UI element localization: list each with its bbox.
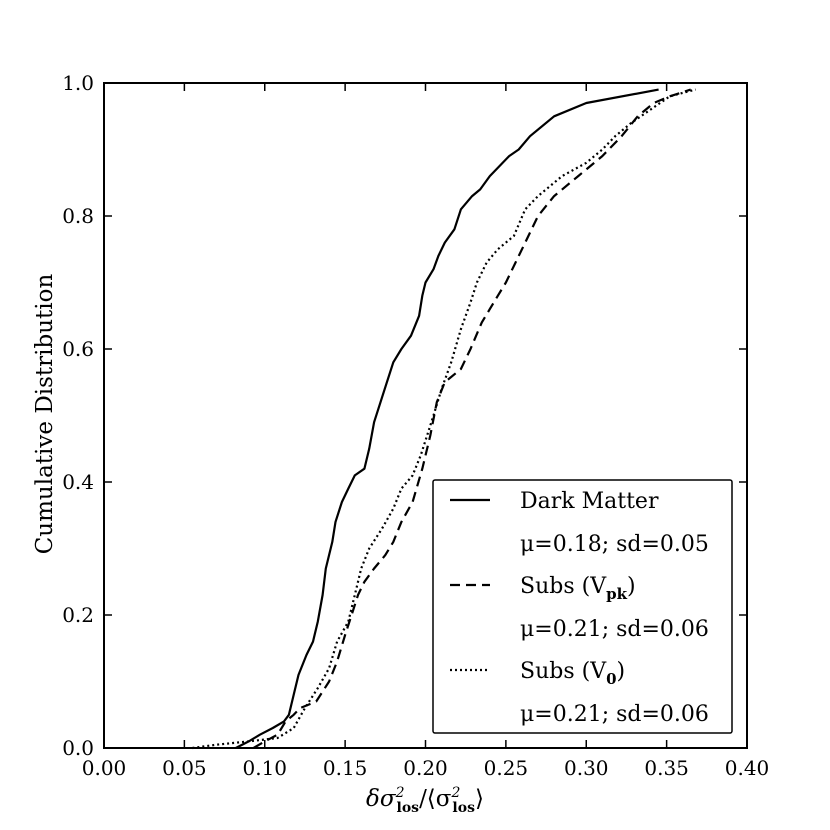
legend-stat-subs-vpk: μ=0.21; sd=0.06 xyxy=(520,617,709,642)
legend: Dark Matter μ=0.18; sd=0.05 Subs (Vpk) μ… xyxy=(432,479,733,734)
x-tick-label: 0.05 xyxy=(162,756,207,780)
legend-stat-dark-matter: μ=0.18; sd=0.05 xyxy=(520,532,709,557)
x-tick-label: 0.10 xyxy=(242,756,287,780)
x-tick-label: 0.30 xyxy=(564,756,609,780)
x-tick-label: 0.40 xyxy=(725,756,770,780)
x-axis-title-sup2: 2 xyxy=(451,785,461,801)
y-axis-title: Cumulative Distribution xyxy=(32,274,58,555)
legend-label-subs-vpk-close: ) xyxy=(627,574,636,599)
legend-label-subs-v0-sub: 0 xyxy=(606,670,616,688)
y-tick-label: 0.4 xyxy=(62,470,94,494)
series-line-solid xyxy=(235,88,659,749)
legend-label-dark-matter: Dark Matter xyxy=(520,489,659,514)
legend-stat-subs-v0: μ=0.21; sd=0.06 xyxy=(520,702,709,727)
legend-box xyxy=(432,479,733,734)
x-tick-label: 0.00 xyxy=(82,756,127,780)
y-axis: 0.0 0.2 0.4 0.6 0.8 1.0 xyxy=(62,71,747,760)
x-tick-label: 0.15 xyxy=(323,756,368,780)
legend-label-subs-v0-close: ) xyxy=(617,659,626,684)
x-axis-title-sub: los xyxy=(397,800,420,816)
x-tick-label: 0.25 xyxy=(484,756,529,780)
y-tick-label: 0.2 xyxy=(62,603,94,627)
y-tick-label: 1.0 xyxy=(62,71,94,95)
y-tick-label: 0.0 xyxy=(62,736,94,760)
x-axis-title-sub2: los xyxy=(452,800,475,816)
x-axis-title-slash: /⟨σ xyxy=(419,786,452,812)
y-tick-label: 0.6 xyxy=(62,337,94,361)
x-axis-title-sup: 2 xyxy=(395,785,405,801)
series-line-dashed xyxy=(252,88,692,749)
series-layer xyxy=(192,88,696,750)
x-axis-title: δσ2 los/⟨σ2 los⟩ xyxy=(366,785,484,816)
x-tick-label: 0.35 xyxy=(644,756,689,780)
x-axis: 0.00 0.05 0.10 0.15 0.20 0.25 0.30 0.35 0.40 xyxy=(82,83,770,780)
x-tick-label: 0.20 xyxy=(403,756,448,780)
x-axis-title-close: ⟩ xyxy=(475,786,484,812)
legend-label-subs-vpk-sub: pk xyxy=(606,585,627,603)
series-line-dotted xyxy=(192,88,696,750)
x-axis-title-delta: δσ xyxy=(366,786,397,812)
y-tick-label: 0.8 xyxy=(62,204,94,228)
